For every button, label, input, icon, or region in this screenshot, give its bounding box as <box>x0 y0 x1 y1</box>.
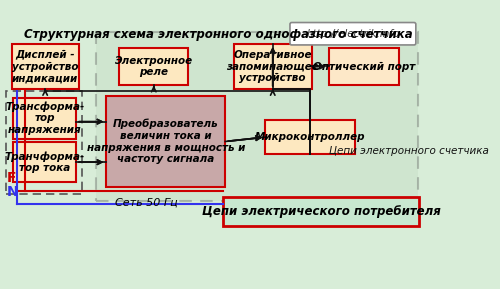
Text: Преобразователь
величин тока и
напряжения в мощность и
частоту сигнала: Преобразователь величин тока и напряжени… <box>86 119 245 164</box>
Text: Транчформа-
тор тока: Транчформа- тор тока <box>4 151 85 173</box>
Text: Трансформа-
тор
напряжения: Трансформа- тор напряжения <box>5 101 84 135</box>
Text: N: N <box>6 185 18 199</box>
Text: Электронное
реле: Электронное реле <box>114 56 193 77</box>
FancyBboxPatch shape <box>290 23 416 45</box>
Text: Сеть 50 Гц: Сеть 50 Гц <box>115 198 178 208</box>
FancyBboxPatch shape <box>234 44 312 89</box>
Text: Цепи электрического потребителя: Цепи электрического потребителя <box>202 205 440 218</box>
FancyBboxPatch shape <box>12 44 79 89</box>
Text: Цепи электронного счетчика: Цепи электронного счетчика <box>329 146 488 156</box>
Text: Оптический порт: Оптический порт <box>313 62 415 71</box>
FancyBboxPatch shape <box>96 32 418 201</box>
Text: Структурная схема электронного однофазного счетчика: Структурная схема электронного однофазно… <box>24 28 412 41</box>
FancyBboxPatch shape <box>120 47 188 86</box>
Text: Дисплей -
устройство
индикации: Дисплей - устройство индикации <box>12 50 78 83</box>
FancyBboxPatch shape <box>14 97 76 139</box>
FancyBboxPatch shape <box>329 47 400 86</box>
Text: Микроконтроллер: Микроконтроллер <box>255 132 366 142</box>
Text: http://electrik.info: http://electrik.info <box>306 29 400 39</box>
FancyBboxPatch shape <box>14 142 76 182</box>
FancyBboxPatch shape <box>106 96 226 187</box>
FancyBboxPatch shape <box>222 197 420 226</box>
FancyBboxPatch shape <box>265 120 356 154</box>
Text: F: F <box>6 171 16 186</box>
Text: Оперативное
запоминающее
устройство: Оперативное запоминающее устройство <box>226 50 319 83</box>
